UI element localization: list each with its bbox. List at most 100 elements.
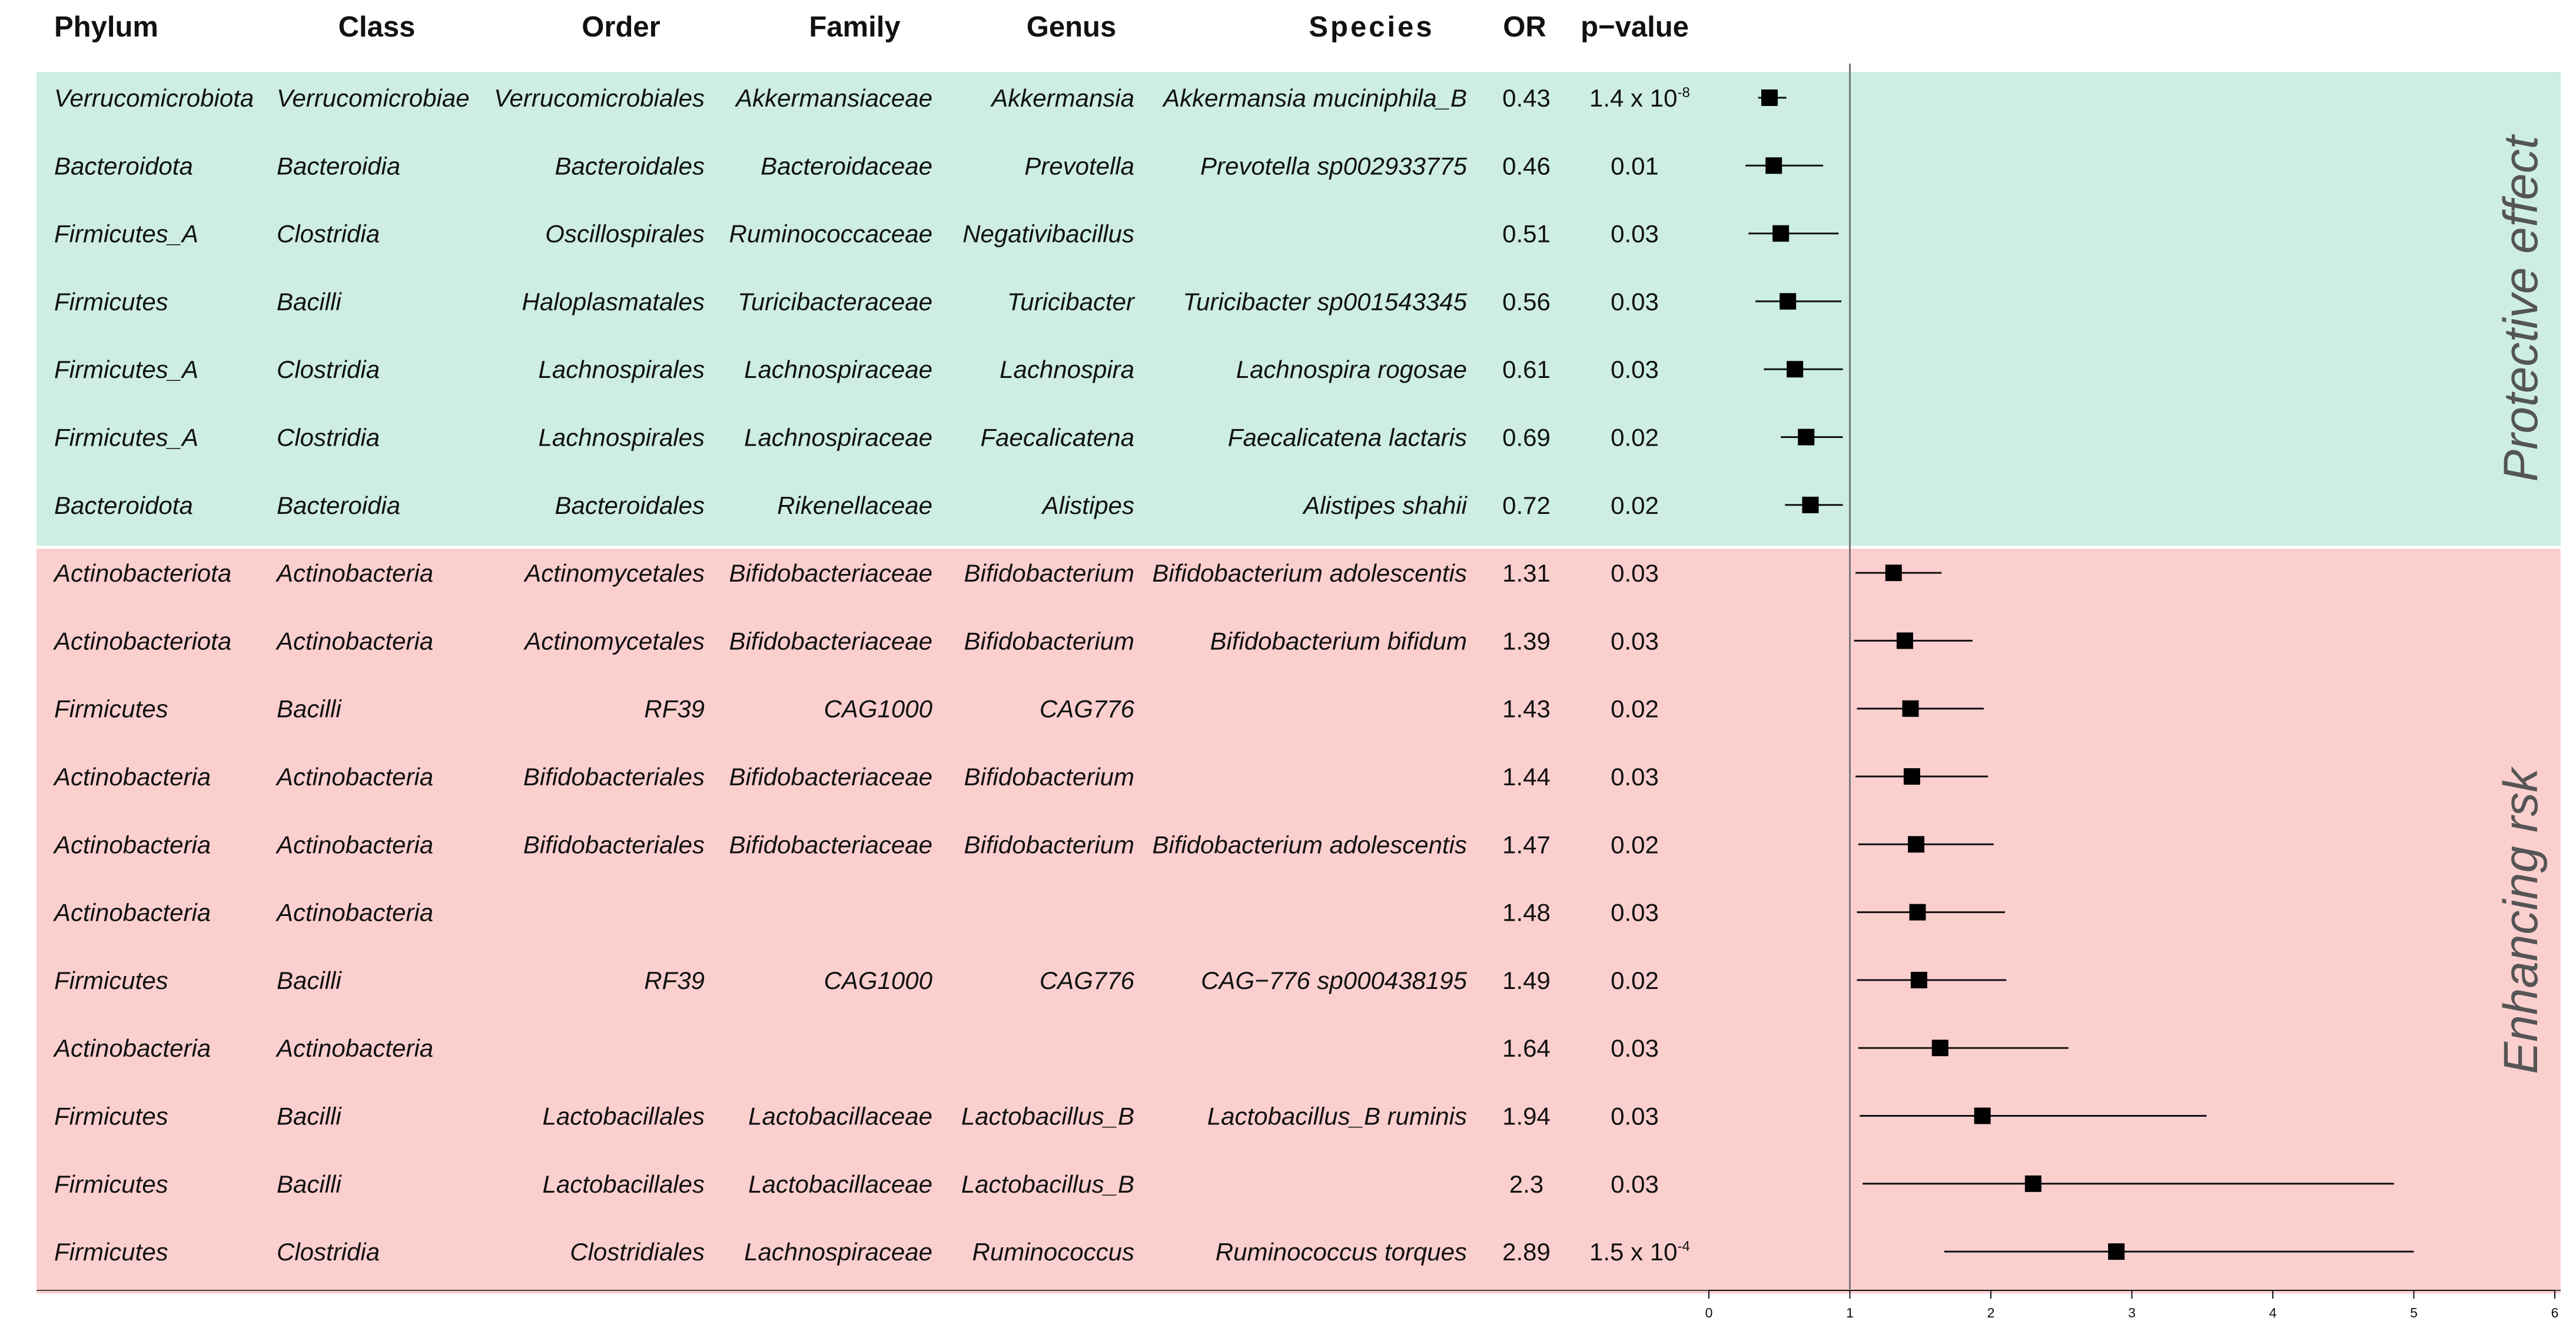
row-genus: Alistipes — [1041, 492, 1134, 519]
row-order: Bifidobacteriales — [523, 763, 705, 791]
row-or: 2.3 — [1509, 1170, 1543, 1198]
row-p-value: 0.03 — [1611, 1034, 1659, 1062]
or-marker — [1974, 1107, 1991, 1124]
row-species: Bifidobacterium bifidum — [1210, 627, 1467, 655]
row-or: 0.51 — [1502, 220, 1551, 248]
row-genus: Akkermansia — [990, 84, 1134, 112]
row-p-value: 0.03 — [1611, 559, 1659, 587]
x-tick-label: 6 — [2551, 1305, 2559, 1320]
row-family: Akkermansiaceae — [734, 84, 932, 112]
row-or: 1.31 — [1502, 559, 1551, 587]
row-class: Actinobacteria — [275, 559, 433, 587]
row-genus: Negativibacillus — [962, 220, 1134, 248]
row-family: Lachnospiraceae — [744, 424, 932, 452]
row-species: Prevotella sp002933775 — [1200, 152, 1468, 180]
row-phylum: Actinobacteria — [52, 831, 211, 858]
or-marker — [1909, 904, 1926, 921]
or-marker — [1802, 496, 1819, 513]
p-value-base: 1.4 x 10 — [1589, 84, 1677, 112]
row-p-value: 0.03 — [1611, 356, 1659, 383]
x-tick-label: 2 — [1987, 1305, 1995, 1320]
x-tick-label: 5 — [2410, 1305, 2418, 1320]
row-phylum: Firmicutes — [54, 288, 168, 316]
row-or: 0.69 — [1502, 424, 1551, 452]
or-marker — [1910, 971, 1927, 988]
row-species: Bifidobacterium adolescentis — [1152, 559, 1467, 587]
row-class: Bacilli — [277, 288, 342, 316]
row-phylum: Actinobacteriota — [52, 627, 231, 655]
row-family: CAG1000 — [824, 695, 933, 723]
row-p-value: 0.03 — [1611, 627, 1659, 655]
row-genus: Prevotella — [1024, 152, 1134, 180]
protective-band — [36, 72, 2561, 546]
row-genus: Lactobacillus_B — [961, 1170, 1134, 1198]
row-class: Bacilli — [277, 1103, 342, 1130]
row-class: Actinobacteria — [275, 899, 433, 927]
row-p-value: 0.01 — [1611, 152, 1659, 180]
row-phylum: Firmicutes — [54, 1170, 168, 1198]
row-p-value: 0.03 — [1611, 1170, 1659, 1198]
row-or: 0.61 — [1502, 356, 1551, 383]
row-family: Lactobacillaceae — [748, 1103, 932, 1130]
row-p-value: 0.02 — [1611, 695, 1659, 723]
row-class: Verrucomicrobiae — [277, 84, 470, 112]
row-order: Clostridiales — [570, 1238, 705, 1266]
row-genus: CAG776 — [1040, 967, 1135, 994]
row-or: 0.46 — [1502, 152, 1551, 180]
row-family: Lachnospiraceae — [744, 1238, 932, 1266]
row-class: Bacteroidia — [277, 492, 400, 519]
row-order: Haloplasmatales — [522, 288, 705, 316]
row-or: 1.39 — [1502, 627, 1551, 655]
or-marker — [1931, 1040, 1948, 1057]
row-phylum: Bacteroidota — [54, 152, 193, 180]
p-value-exponent: -8 — [1677, 85, 1689, 101]
row-or: 1.47 — [1502, 831, 1551, 858]
row-species: Alistipes shahii — [1302, 492, 1468, 519]
row-genus: CAG776 — [1040, 695, 1135, 723]
row-p-value: 0.02 — [1611, 967, 1659, 994]
row-p-value: 0.03 — [1611, 288, 1659, 316]
row-or: 1.94 — [1502, 1103, 1551, 1130]
or-marker — [1761, 89, 1778, 106]
row-order: Actinomycetales — [523, 559, 705, 587]
row-or: 1.64 — [1502, 1034, 1551, 1062]
or-marker — [1772, 225, 1790, 242]
row-class: Bacteroidia — [277, 152, 400, 180]
row-or: 1.43 — [1502, 695, 1551, 723]
row-order: RF39 — [644, 695, 705, 723]
row-p-value: 1.4 x 10-8 — [1589, 84, 1690, 112]
row-order: Bifidobacteriales — [523, 831, 705, 858]
row-order: Lactobacillales — [542, 1170, 705, 1198]
or-marker — [1780, 293, 1797, 310]
row-family: Bifidobacteriaceae — [729, 831, 932, 858]
row-or: 1.44 — [1502, 763, 1551, 791]
row-p-value: 0.03 — [1611, 1103, 1659, 1130]
p-value-exponent: -4 — [1677, 1239, 1689, 1254]
row-class: Actinobacteria — [275, 1034, 433, 1062]
header-p-value: p−value — [1581, 11, 1689, 43]
header-class: Class — [338, 11, 416, 43]
row-class: Actinobacteria — [275, 763, 433, 791]
row-phylum: Actinobacteriota — [52, 559, 231, 587]
or-marker — [1765, 157, 1782, 174]
row-class: Clostridia — [277, 424, 380, 452]
row-family: Turicibacteraceae — [738, 288, 932, 316]
row-p-value: 0.02 — [1611, 831, 1659, 858]
row-phylum: Firmicutes — [54, 967, 168, 994]
row-or: 0.43 — [1502, 84, 1551, 112]
x-tick-label: 1 — [1846, 1305, 1854, 1320]
row-genus: Turicibacter — [1007, 288, 1136, 316]
row-family: Bifidobacteriaceae — [729, 559, 932, 587]
row-species: Bifidobacterium adolescentis — [1152, 831, 1467, 858]
or-marker — [1885, 565, 1902, 582]
row-phylum: Verrucomicrobiota — [54, 84, 254, 112]
row-order: Actinomycetales — [523, 627, 705, 655]
header-family: Family — [809, 11, 900, 43]
row-genus: Lactobacillus_B — [961, 1103, 1134, 1130]
row-class: Actinobacteria — [275, 831, 433, 858]
row-p-value: 0.03 — [1611, 220, 1659, 248]
row-order: Verrucomicrobiales — [494, 84, 705, 112]
row-order: Bacteroidales — [555, 152, 705, 180]
row-family: Lactobacillaceae — [748, 1170, 932, 1198]
row-class: Bacilli — [277, 967, 342, 994]
